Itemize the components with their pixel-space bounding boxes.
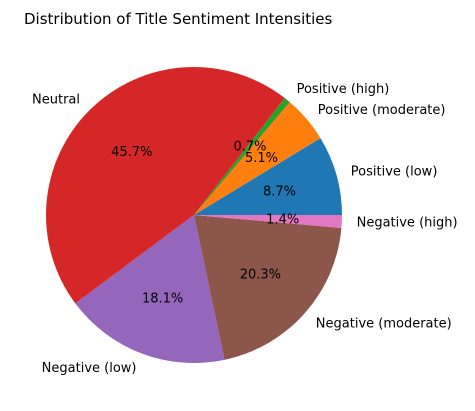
pie-category-label-positive-low: Positive (low) [351,165,438,180]
pie-category-label-positive-moderate: Positive (moderate) [318,103,446,118]
pie-slices [46,67,342,364]
pie-percent-label-neutral: 45.7% [111,145,152,160]
pie-category-label-positive-high: Positive (high) [297,82,390,97]
pie-percent-label-negative-low: 18.1% [142,292,183,307]
pie-percent-label-positive-moderate: 5.1% [245,151,278,166]
pie-percent-label-positive-high: 0.7% [233,140,266,155]
pie-slice-positive-high [194,98,290,215]
chart-title: Distribution of Title Sentiment Intensit… [24,10,333,28]
pie-slice-neutral [46,67,285,304]
pie-percent-label-positive-low: 8.7% [263,185,296,200]
pie-category-label-negative-moderate: Negative (moderate) [316,317,452,332]
pie-category-label-negative-low: Negative (low) [42,361,137,376]
pie-slice-positive-moderate [194,102,321,215]
pie-category-label-neutral: Neutral [32,92,80,107]
pie-percent-labels: 8.7% 5.1%0.7% 45.7% 18.1% 20.3% 1.4% [111,140,299,307]
pie-category-label-negative-high: Negative (high) [357,216,458,231]
pie-slice-negative-high [194,215,342,228]
pie-slice-negative-low [75,215,225,364]
pie-slice-positive-low [194,138,342,215]
pie-percent-label-negative-high: 1.4% [266,212,299,227]
pie-percent-label-negative-moderate: 20.3% [240,267,281,282]
pie-slice-negative-moderate [194,215,342,360]
pie-category-labels: Positive (low) Positive (moderate) Positiv… [32,82,458,376]
